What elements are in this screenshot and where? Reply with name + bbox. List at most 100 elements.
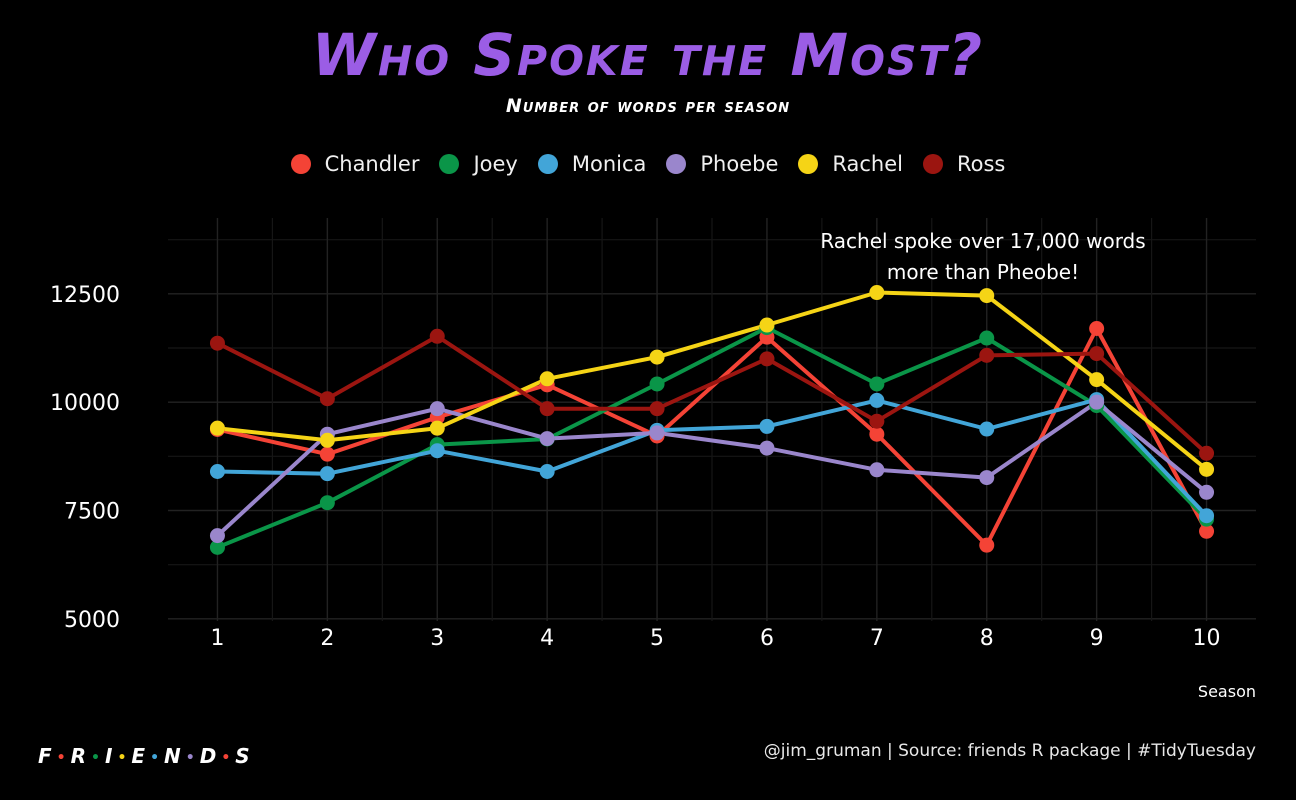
x-tick-label: 5 <box>650 626 664 651</box>
legend-swatch <box>798 154 819 174</box>
data-point-phoebe <box>539 431 555 447</box>
series-line-ross <box>215 334 1209 456</box>
data-point-monica <box>319 466 335 482</box>
logo-letter: E <box>131 744 147 768</box>
data-point-rachel <box>319 432 335 448</box>
legend-swatch <box>439 154 460 174</box>
legend-swatch <box>923 154 943 174</box>
legend-label: Rachel <box>832 152 903 176</box>
data-point-rachel <box>1199 461 1215 477</box>
data-point-rachel <box>539 371 555 387</box>
logo-letter: F <box>38 744 53 768</box>
legend-label: Ross <box>957 152 1006 176</box>
data-point-phoebe <box>869 462 885 478</box>
x-tick-label: 6 <box>760 626 774 651</box>
logo-dot: • <box>185 749 196 766</box>
x-tick-label: 7 <box>870 626 884 651</box>
data-point-rachel <box>1089 372 1105 388</box>
data-point-phoebe <box>1089 394 1105 410</box>
data-point-ross <box>209 335 225 351</box>
data-point-chandler <box>1199 523 1215 539</box>
legend-label: Monica <box>571 152 647 176</box>
y-tick-label: 5000 <box>64 608 120 633</box>
legend-item-rachel: Rachel <box>798 152 903 176</box>
data-point-rachel <box>759 317 775 333</box>
legend-label: Phoebe <box>700 152 779 176</box>
data-point-ross <box>1199 445 1215 461</box>
x-tick-label: 9 <box>1090 626 1104 651</box>
legend-swatch <box>290 154 311 174</box>
chart-title: Who Spoke the Most? <box>311 21 985 89</box>
data-point-ross <box>979 347 995 363</box>
source-caption: @jim_gruman | Source: friends R package … <box>763 741 1256 761</box>
chart-legend: Chandler Joey Monica Phoebe Rachel Ross <box>0 146 1296 182</box>
logo-letter: R <box>70 744 88 768</box>
logo-letter: N <box>164 744 182 768</box>
data-point-ross <box>869 413 885 429</box>
series-line-monica <box>215 397 1209 518</box>
friends-logo: F • R • I • E • N • D • S <box>38 744 251 768</box>
logo-dot: • <box>117 749 128 766</box>
y-tick-label: 12500 <box>50 283 120 308</box>
logo-letter: S <box>235 744 251 768</box>
data-point-phoebe <box>1199 484 1215 500</box>
series-line-phoebe <box>215 400 1209 538</box>
y-tick-label: 7500 <box>64 500 120 525</box>
legend-swatch <box>537 154 558 174</box>
legend-label: Joey <box>473 152 518 176</box>
annotation-text: Rachel spoke over 17,000 words <box>820 229 1145 253</box>
logo-dot: • <box>150 749 161 766</box>
data-point-ross <box>649 401 665 417</box>
legend-item-ross: Ross <box>923 152 1005 176</box>
legend-item-phoebe: Phoebe <box>666 152 778 176</box>
data-point-joey <box>209 539 225 555</box>
logo-letter: I <box>104 744 114 768</box>
x-tick-label: 10 <box>1193 626 1221 651</box>
data-point-phoebe <box>759 440 775 456</box>
data-point-monica <box>759 418 775 434</box>
data-point-monica <box>979 421 995 437</box>
annotation-text: more than Pheobe! <box>887 260 1079 284</box>
x-tick-label: 2 <box>320 626 334 651</box>
series-line-rachel <box>215 290 1209 472</box>
data-point-joey <box>319 495 335 511</box>
data-point-monica <box>869 392 885 408</box>
data-point-chandler <box>979 537 995 553</box>
chart-subtitle: Number of words per season <box>505 95 791 117</box>
data-point-rachel <box>869 285 885 301</box>
data-point-rachel <box>979 288 995 304</box>
logo-letter: D <box>199 744 218 768</box>
x-tick-label: 4 <box>540 626 554 651</box>
data-point-ross <box>319 391 335 407</box>
logo-dot: • <box>221 749 232 766</box>
legend-item-chandler: Chandler <box>290 152 420 176</box>
data-point-phoebe <box>209 528 225 544</box>
data-point-monica <box>209 464 225 479</box>
logo-dot: • <box>56 749 67 766</box>
legend-swatch <box>666 154 687 174</box>
x-axis-label: Season <box>1198 682 1256 701</box>
x-tick-label: 3 <box>430 626 444 651</box>
data-point-monica <box>539 464 555 479</box>
data-point-chandler <box>1089 321 1105 336</box>
data-point-ross <box>539 401 555 417</box>
x-tick-label: 8 <box>980 626 994 651</box>
data-point-joey <box>649 376 665 392</box>
data-point-phoebe <box>979 470 995 486</box>
data-point-chandler <box>869 426 885 442</box>
data-point-monica <box>1199 508 1215 524</box>
y-tick-label: 10000 <box>50 391 120 416</box>
x-tick-label: 1 <box>210 626 224 651</box>
legend-item-joey: Joey <box>439 152 518 176</box>
data-point-ross <box>759 351 775 367</box>
data-point-rachel <box>209 420 225 436</box>
data-point-phoebe <box>429 401 445 417</box>
legend-label: Chandler <box>324 152 420 176</box>
data-point-monica <box>429 443 445 459</box>
data-point-rachel <box>429 420 445 436</box>
data-point-ross <box>1089 346 1105 362</box>
legend-item-monica: Monica <box>537 152 647 176</box>
data-point-phoebe <box>649 425 665 441</box>
logo-dot: • <box>91 749 101 766</box>
